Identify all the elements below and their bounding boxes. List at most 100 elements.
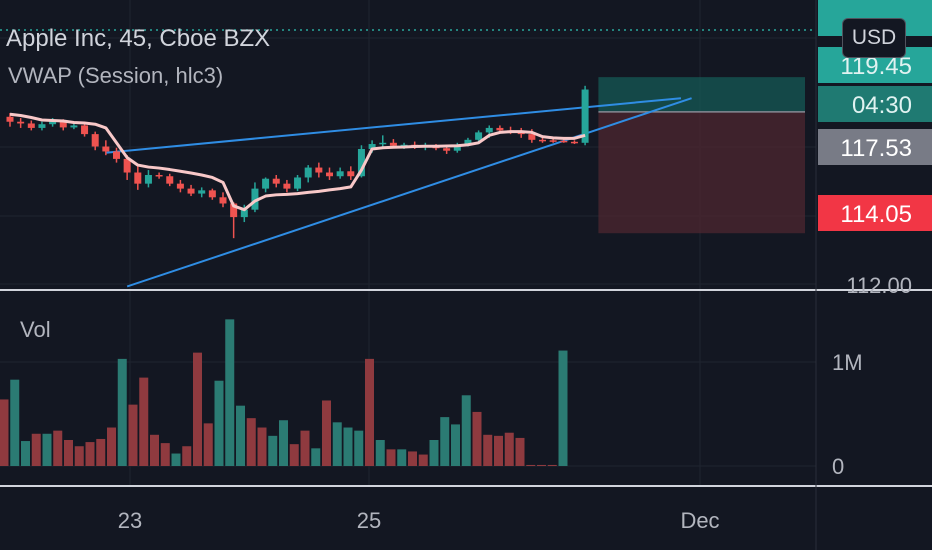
candle-body — [6, 116, 14, 122]
candle-body — [38, 124, 46, 128]
volume-bar — [42, 433, 52, 466]
volume-bar — [375, 440, 385, 466]
volume-bar — [74, 446, 84, 466]
candle-body — [27, 123, 35, 128]
position-zones[interactable] — [598, 77, 805, 234]
volume-bar — [472, 411, 482, 466]
volume-bar — [225, 319, 235, 466]
candle-body — [49, 119, 57, 125]
volume-bar — [397, 449, 407, 466]
volume-bar — [537, 464, 546, 466]
candle-body — [326, 172, 333, 177]
volume-bar — [203, 423, 213, 466]
price-axis-tick: 112.00 — [846, 273, 912, 298]
candle-body — [379, 142, 387, 145]
candle-body — [357, 148, 365, 177]
volume-label: Vol — [20, 317, 51, 342]
candle-body — [17, 121, 25, 124]
candle-body — [304, 167, 312, 178]
volume-bar — [150, 434, 159, 466]
volume-bar — [85, 442, 95, 466]
legend-indicator[interactable]: VWAP (Session, hlc3) — [8, 63, 223, 88]
volume-bar — [558, 350, 568, 466]
volume-bar — [494, 435, 503, 466]
candle-body — [155, 174, 163, 177]
candle-body — [70, 125, 78, 128]
time-axis-tick: Dec — [680, 508, 719, 533]
volume-bars — [0, 319, 568, 466]
volume-bar — [236, 405, 245, 466]
candle-body — [581, 89, 589, 143]
candle-body — [283, 183, 291, 189]
volume-bar — [182, 446, 192, 466]
candle-body — [549, 140, 557, 142]
target-zone[interactable] — [598, 77, 805, 112]
candle-body — [336, 171, 344, 177]
candle-body — [144, 174, 152, 184]
price-label-last: 117.53 — [840, 135, 912, 162]
volume-bar — [21, 441, 30, 466]
legend-title: Apple Inc, 45, Cboe BZX — [6, 25, 270, 52]
volume-bar — [64, 440, 73, 466]
volume-bar — [246, 418, 256, 466]
volume-bar — [107, 427, 116, 466]
volume-bar — [193, 352, 202, 466]
candle-body — [496, 127, 504, 131]
volume-bar — [515, 437, 525, 466]
candle-body — [230, 203, 238, 218]
volume-bar — [0, 399, 9, 466]
volume-bar — [332, 422, 342, 466]
candle-body — [443, 148, 451, 151]
candle-body — [485, 127, 493, 133]
volume-bar — [483, 434, 493, 466]
candle-body — [198, 190, 206, 194]
volume-bar — [429, 440, 439, 466]
candle-body — [539, 139, 546, 142]
volume-bar — [171, 453, 181, 466]
candle-body — [102, 146, 110, 152]
volume-bar — [279, 420, 288, 466]
volume-bar — [440, 417, 450, 466]
candle-body — [240, 209, 248, 218]
candle-body — [166, 176, 174, 184]
volume-bar — [343, 427, 353, 466]
candle-body — [272, 178, 280, 184]
candle-body — [464, 139, 472, 145]
candle-body — [113, 151, 120, 159]
volume-bar — [31, 433, 41, 466]
candlesticks — [6, 85, 589, 239]
volume-bar — [160, 443, 170, 466]
volume-bar — [451, 424, 460, 466]
stop-zone[interactable] — [598, 111, 805, 234]
volume-bar — [322, 400, 331, 466]
candle-body — [560, 140, 568, 143]
candle-body — [59, 119, 67, 128]
candle-body — [347, 171, 355, 177]
candle-body — [123, 158, 131, 173]
candle-body — [389, 142, 397, 146]
candle-body — [294, 177, 302, 189]
candle-body — [251, 188, 259, 210]
price-label-countdown: 04:30 — [852, 92, 912, 119]
trendline-lower[interactable] — [126, 97, 692, 288]
candle-body — [219, 197, 227, 204]
volume-bar — [96, 438, 106, 466]
vwap-line — [9, 112, 586, 212]
price-label-stop: 114.05 — [840, 201, 912, 228]
volume-bar — [300, 430, 310, 466]
candle-body — [134, 172, 142, 184]
price-label-last-bg — [818, 129, 932, 165]
currency-button[interactable]: USD — [842, 18, 906, 58]
candle-body — [187, 188, 195, 194]
price-label-stop-bg — [818, 195, 932, 231]
volume-bar — [117, 358, 127, 466]
volume-bar — [214, 380, 224, 466]
candle-body — [528, 134, 536, 140]
volume-bar — [311, 448, 321, 466]
volume-bar — [408, 451, 417, 466]
volume-bar — [128, 404, 138, 466]
candle-body — [570, 141, 578, 144]
volume-axis-tick: 1M — [832, 350, 863, 375]
